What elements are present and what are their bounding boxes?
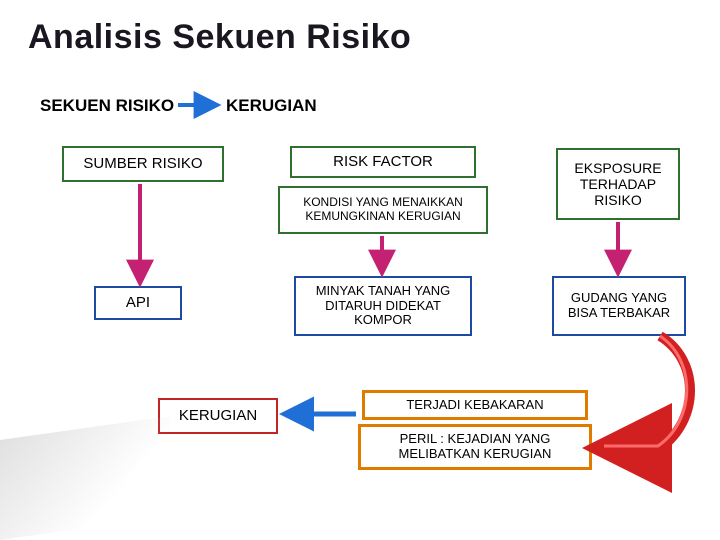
box-label: PERIL : KEJADIAN YANG MELIBATKAN KERUGIA…: [369, 432, 581, 462]
box-terjadi: TERJADI KEBAKARAN: [362, 390, 588, 420]
header-right-label: KERUGIAN: [226, 96, 317, 116]
box-label: KERUGIAN: [179, 407, 257, 424]
box-label: GUDANG YANG BISA TERBAKAR: [562, 291, 676, 321]
box-label: TERJADI KEBAKARAN: [406, 398, 543, 413]
box-minyak: MINYAK TANAH YANG DITARUH DIDEKAT KOMPOR: [294, 276, 472, 336]
box-label: MINYAK TANAH YANG DITARUH DIDEKAT KOMPOR: [304, 284, 462, 329]
box-label: EKSPOSURE TERHADAP RISIKO: [566, 160, 670, 208]
box-label: KONDISI YANG MENAIKKAN KEMUNGKINAN KERUG…: [288, 196, 478, 224]
box-label: RISK FACTOR: [333, 153, 433, 170]
header-left-label: SEKUEN RISIKO: [40, 96, 174, 116]
box-kerugian: KERUGIAN: [158, 398, 278, 434]
box-kondisi: KONDISI YANG MENAIKKAN KEMUNGKINAN KERUG…: [278, 186, 488, 234]
box-gudang: GUDANG YANG BISA TERBAKAR: [552, 276, 686, 336]
box-label: API: [126, 294, 150, 311]
page-title: Analisis Sekuen Risiko: [28, 18, 411, 57]
box-eksposure: EKSPOSURE TERHADAP RISIKO: [556, 148, 680, 220]
decor-gradient: [0, 416, 170, 540]
box-peril: PERIL : KEJADIAN YANG MELIBATKAN KERUGIA…: [358, 424, 592, 470]
box-api: API: [94, 286, 182, 320]
box-sumber-risiko: SUMBER RISIKO: [62, 146, 224, 182]
box-label: SUMBER RISIKO: [83, 155, 202, 172]
box-risk-factor: RISK FACTOR: [290, 146, 476, 178]
